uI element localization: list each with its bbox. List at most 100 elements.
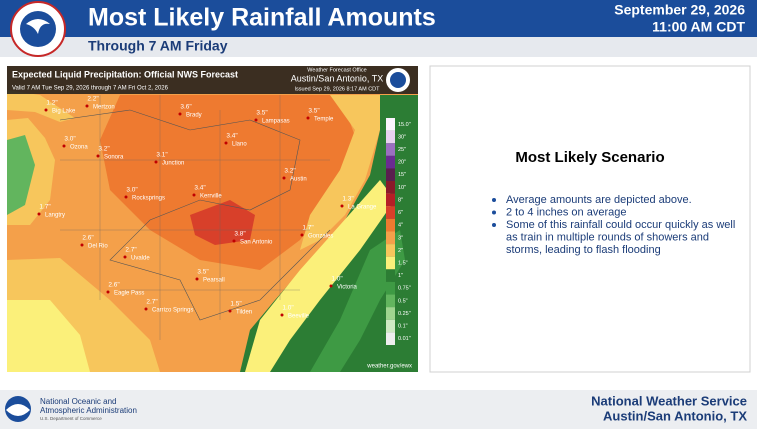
legend-label: 1.5" xyxy=(398,260,408,266)
scenario-panel xyxy=(429,65,751,373)
city-value: 2.7" xyxy=(125,247,137,254)
legend-label: 0.75" xyxy=(398,286,411,292)
city-value: 3.5" xyxy=(256,110,268,117)
legend-swatch xyxy=(386,294,395,308)
city-name: Beeville xyxy=(288,314,310,320)
legend-swatch xyxy=(386,269,395,282)
city-value: 1.0" xyxy=(282,305,294,312)
bullet-text: Average amounts are depicted above. xyxy=(506,194,692,206)
map-region xyxy=(300,95,380,250)
bullet-text: 2 to 4 inches on average xyxy=(506,206,626,218)
city-value: 2.2" xyxy=(87,96,99,103)
bullet-dot xyxy=(492,223,496,227)
legend-label: 20" xyxy=(398,160,406,166)
map-source: weather.gov/ewx xyxy=(366,364,412,370)
map-title-band xyxy=(7,66,418,94)
legend-swatch xyxy=(386,307,395,320)
legend-swatch xyxy=(386,130,395,144)
city-name: Austin xyxy=(290,177,307,183)
city-value: 3.5" xyxy=(197,269,209,276)
city-dot xyxy=(306,116,310,120)
legend-swatch xyxy=(386,143,395,156)
city-value: 3.4" xyxy=(226,133,238,140)
city-value: 1.2" xyxy=(46,100,58,107)
city-value: 3.5" xyxy=(308,108,320,115)
map-valid: Valid 7 AM Tue Sep 29, 2026 through 7 AM… xyxy=(12,86,169,92)
legend-label: 3" xyxy=(398,235,403,241)
city-labels: 1.2" Big Lake 2.2" Mertzon 3.6" Brady 3.5" Lamp… xyxy=(37,96,377,320)
city-value: 3.8" xyxy=(234,231,246,238)
city-name: Gonzales xyxy=(308,234,333,240)
bullet-dot xyxy=(492,198,496,202)
footer-office: Austin/San Antonio, TX xyxy=(603,408,747,423)
legend: 15.0" 30" 25" 20" 15" 10" 8" 6" 4" 3" 2" 1.5" 1" 0.75… xyxy=(386,118,411,345)
map-region xyxy=(100,95,360,270)
city-value: 3.0" xyxy=(64,136,76,143)
city-dot xyxy=(85,104,89,108)
city-dot xyxy=(254,118,258,122)
city-name: Carrizo Springs xyxy=(152,308,193,314)
city-dot xyxy=(178,112,182,116)
bullet-text: Some of this rainfall could occur quickl… xyxy=(506,219,735,256)
city-name: Del Rio xyxy=(88,244,108,250)
city-name: Brady xyxy=(186,113,202,119)
legend-swatch xyxy=(386,193,395,207)
rainfall-map: Expected Liquid Precipitation: Official … xyxy=(7,66,418,372)
map-office: Austin/San Antonio, TX xyxy=(291,73,383,83)
legend-label: 10" xyxy=(398,185,406,191)
header-subtitle: Through 7 AM Friday xyxy=(88,38,228,54)
city-value: 1.5" xyxy=(230,301,242,308)
legend-label: 0.5" xyxy=(398,298,408,304)
city-name: Temple xyxy=(314,117,334,123)
bullet-dot xyxy=(492,210,496,215)
bullet-line: as train in multiple rounds of showers a… xyxy=(506,231,709,243)
city-dot xyxy=(44,108,48,112)
legend-swatch xyxy=(386,231,395,245)
legend-label: 15.0" xyxy=(398,122,411,128)
city-dot xyxy=(224,141,228,145)
footer-band xyxy=(0,390,757,429)
map-region xyxy=(245,180,395,372)
legend-swatch xyxy=(386,206,395,219)
city-name: Pearsall xyxy=(203,278,225,284)
city-dot xyxy=(280,313,284,317)
legend-swatch xyxy=(386,218,395,232)
map-issued: Issued Sep 29, 2026 8:17 AM CDT xyxy=(295,86,381,92)
noaa-line3: U.S. Department of Commerce xyxy=(40,416,102,421)
header-title: Most Likely Rainfall Amounts xyxy=(88,4,436,32)
legend-swatch xyxy=(386,181,395,194)
map-logo-inner xyxy=(390,72,406,88)
city-name: Uvalde xyxy=(131,256,150,262)
legend-swatch xyxy=(386,244,395,257)
city-dot xyxy=(329,284,333,288)
header-time: 11:00 AM CDT xyxy=(652,19,745,35)
city-name: Big Lake xyxy=(52,109,76,115)
legend-swatch xyxy=(386,332,395,345)
city-dot xyxy=(232,239,236,243)
city-name: Tilden xyxy=(236,310,252,316)
legend-label: 0.01" xyxy=(398,336,411,342)
city-value: 1.3" xyxy=(342,196,354,203)
city-value: 3.6" xyxy=(180,104,192,111)
nws-logo-bird xyxy=(26,19,50,34)
city-dot xyxy=(96,154,100,158)
city-dot xyxy=(340,204,344,208)
county-lines xyxy=(59,109,331,321)
city-name: Ozona xyxy=(70,145,88,151)
city-name: Sonora xyxy=(104,155,124,161)
noaa-line1: National Oceanic and xyxy=(40,397,117,406)
city-value: 1.0" xyxy=(331,276,343,283)
header-band xyxy=(0,0,757,37)
legend-label: 6" xyxy=(398,210,403,216)
noaa-line2: Atmospheric Administration xyxy=(40,406,137,415)
noaa-logo-bird xyxy=(6,404,30,416)
city-dot xyxy=(282,176,286,180)
city-dot xyxy=(195,277,199,281)
legend-swatch xyxy=(386,319,395,333)
city-name: Langtry xyxy=(45,213,65,219)
bullet-line: 2 to 4 inches on average xyxy=(506,206,626,218)
city-name: Rocksprings xyxy=(132,196,165,202)
city-value: 1.7" xyxy=(302,225,314,232)
map-region xyxy=(7,300,90,372)
city-value: 3.2" xyxy=(98,146,110,153)
